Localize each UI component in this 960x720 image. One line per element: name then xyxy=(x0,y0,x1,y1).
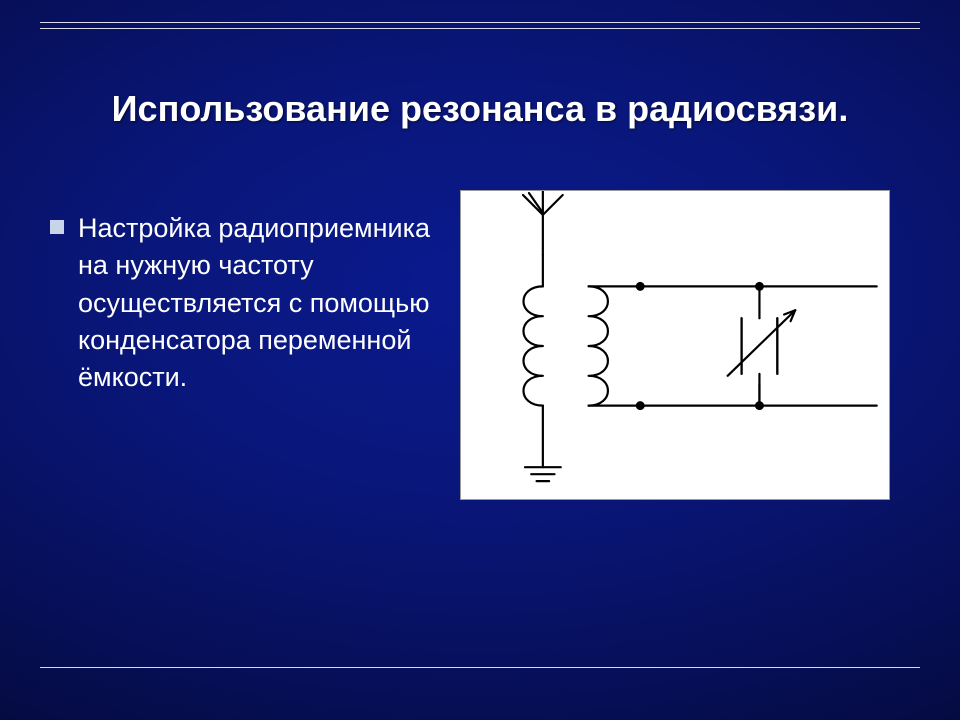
slide-title: Использование резонанса в радиосвязи. xyxy=(0,88,960,130)
top-rule-2 xyxy=(40,28,920,29)
top-rule-1 xyxy=(40,22,920,23)
bullet-text: Настройка радиоприемника на нужную часто… xyxy=(78,210,430,396)
bottom-rule xyxy=(40,667,920,668)
bullet-icon xyxy=(50,220,64,234)
circuit-diagram xyxy=(460,190,890,500)
bullet-item: Настройка радиоприемника на нужную часто… xyxy=(50,190,430,396)
slide-body: Настройка радиоприемника на нужную часто… xyxy=(50,190,920,500)
